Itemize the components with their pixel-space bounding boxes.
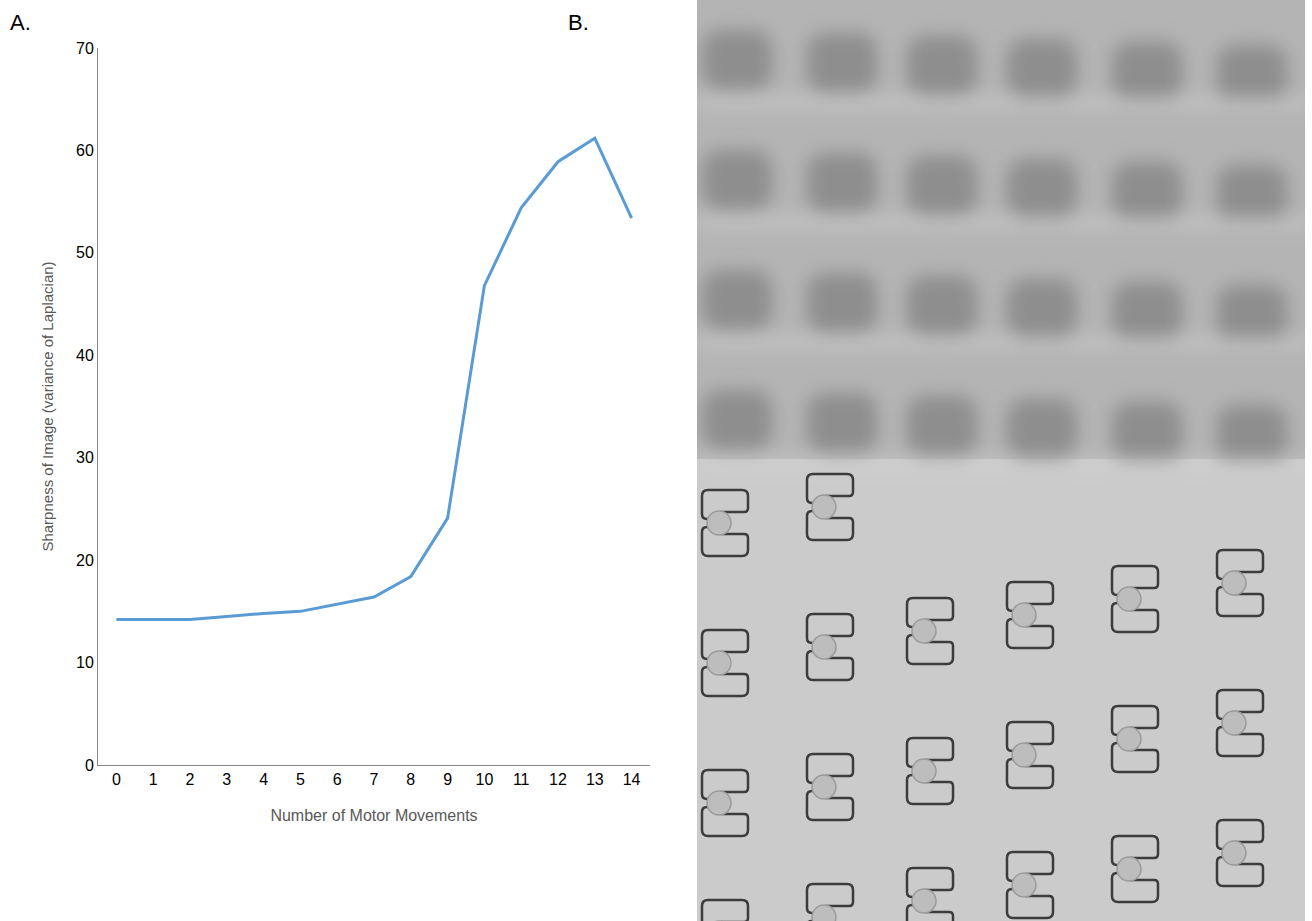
svg-text:0: 0	[85, 757, 94, 774]
svg-text:60: 60	[76, 142, 94, 159]
svg-text:0: 0	[112, 771, 121, 788]
svg-text:12: 12	[549, 771, 567, 788]
svg-text:2: 2	[186, 771, 195, 788]
svg-text:Sharpness of Image (variance o: Sharpness of Image (variance of Laplacia…	[39, 261, 56, 551]
svg-text:14: 14	[623, 771, 641, 788]
svg-text:70: 70	[76, 40, 94, 57]
svg-text:10: 10	[476, 771, 494, 788]
svg-text:5: 5	[296, 771, 305, 788]
html-text:B.: B.	[568, 10, 589, 35]
svg-text:11: 11	[513, 771, 530, 788]
svg-text:1: 1	[149, 771, 158, 788]
svg-text:50: 50	[76, 244, 94, 261]
svg-text:6: 6	[333, 771, 342, 788]
svg-text:30: 30	[76, 449, 94, 466]
svg-text:4: 4	[259, 771, 268, 788]
svg-text:Number of Motor Movements: Number of Motor Movements	[270, 807, 477, 824]
svg-text:40: 40	[76, 347, 94, 364]
svg-text:8: 8	[406, 771, 415, 788]
svg-text:3: 3	[222, 771, 231, 788]
html-text:A.: A.	[10, 10, 31, 35]
svg-text:9: 9	[443, 771, 452, 788]
svg-text:7: 7	[370, 771, 379, 788]
svg-text:10: 10	[76, 654, 94, 671]
svg-text:20: 20	[76, 552, 94, 569]
svg-text:13: 13	[586, 771, 604, 788]
